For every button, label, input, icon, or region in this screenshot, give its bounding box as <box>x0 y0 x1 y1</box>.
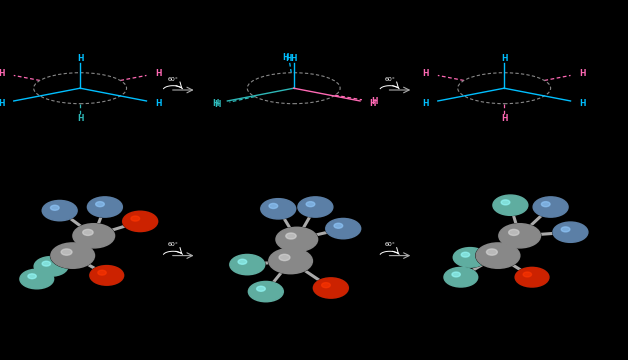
Circle shape <box>553 222 588 242</box>
Circle shape <box>452 272 460 277</box>
Circle shape <box>561 227 570 232</box>
Circle shape <box>249 282 283 302</box>
Circle shape <box>313 278 349 298</box>
Text: 60°: 60° <box>384 77 395 82</box>
Circle shape <box>269 248 312 274</box>
Circle shape <box>28 274 36 279</box>
Circle shape <box>276 227 318 252</box>
Circle shape <box>553 222 588 243</box>
Circle shape <box>501 200 510 205</box>
Circle shape <box>492 195 528 216</box>
Text: H: H <box>369 99 376 108</box>
Text: H: H <box>286 54 292 63</box>
Circle shape <box>122 211 158 231</box>
Circle shape <box>276 227 318 252</box>
Text: H: H <box>290 54 297 63</box>
Text: H: H <box>0 99 5 108</box>
Circle shape <box>487 249 497 255</box>
Circle shape <box>90 265 124 285</box>
Text: H: H <box>155 99 162 108</box>
Circle shape <box>20 269 53 289</box>
Text: H: H <box>155 69 162 78</box>
Circle shape <box>453 248 487 267</box>
Circle shape <box>443 267 478 287</box>
Circle shape <box>50 243 95 269</box>
Circle shape <box>268 248 313 274</box>
Circle shape <box>61 249 72 255</box>
Circle shape <box>509 229 519 235</box>
Circle shape <box>34 256 68 276</box>
Circle shape <box>533 197 568 217</box>
Circle shape <box>50 205 59 210</box>
Circle shape <box>98 270 106 275</box>
Circle shape <box>499 224 541 248</box>
Circle shape <box>313 278 349 298</box>
Text: H: H <box>501 54 507 63</box>
Text: 60°: 60° <box>168 77 178 82</box>
Circle shape <box>19 269 54 289</box>
Circle shape <box>541 202 550 207</box>
Text: H: H <box>580 69 586 78</box>
Circle shape <box>72 224 115 248</box>
Circle shape <box>493 195 528 215</box>
Circle shape <box>453 247 487 267</box>
Circle shape <box>515 267 549 287</box>
Text: H: H <box>77 54 84 63</box>
Circle shape <box>298 197 333 217</box>
Circle shape <box>476 243 520 268</box>
Text: H: H <box>212 99 219 108</box>
Circle shape <box>261 198 296 219</box>
Circle shape <box>286 233 296 239</box>
Circle shape <box>230 255 264 275</box>
Text: H: H <box>501 114 507 123</box>
Circle shape <box>499 224 541 248</box>
Circle shape <box>73 224 114 248</box>
Circle shape <box>229 254 265 275</box>
Text: H: H <box>0 69 5 78</box>
Circle shape <box>238 259 247 264</box>
Circle shape <box>476 243 520 269</box>
Circle shape <box>306 202 315 207</box>
Text: H: H <box>423 69 429 78</box>
Circle shape <box>257 286 265 291</box>
Circle shape <box>87 197 122 217</box>
Circle shape <box>444 267 478 287</box>
Circle shape <box>83 229 93 235</box>
Circle shape <box>87 197 122 217</box>
Circle shape <box>42 200 77 221</box>
Circle shape <box>95 202 104 207</box>
Circle shape <box>533 197 568 217</box>
Circle shape <box>42 201 77 221</box>
Text: H: H <box>215 100 221 109</box>
Circle shape <box>34 257 68 276</box>
Text: H: H <box>77 114 84 123</box>
Text: H: H <box>580 99 586 108</box>
Text: H: H <box>283 53 289 62</box>
Circle shape <box>334 223 343 228</box>
Text: 60°: 60° <box>168 242 178 247</box>
Circle shape <box>261 199 296 219</box>
Circle shape <box>90 266 124 285</box>
Circle shape <box>42 261 50 266</box>
Circle shape <box>523 272 531 277</box>
Circle shape <box>51 243 94 268</box>
Circle shape <box>322 283 330 288</box>
Circle shape <box>298 197 333 217</box>
Circle shape <box>131 216 139 221</box>
Circle shape <box>326 219 360 239</box>
Text: H: H <box>371 98 377 107</box>
Circle shape <box>279 254 290 261</box>
Text: 60°: 60° <box>384 242 395 247</box>
Circle shape <box>269 203 278 208</box>
Text: H: H <box>423 99 429 108</box>
Circle shape <box>325 218 361 239</box>
Circle shape <box>515 267 550 287</box>
Circle shape <box>122 211 158 232</box>
Circle shape <box>461 252 470 257</box>
Circle shape <box>248 281 284 302</box>
